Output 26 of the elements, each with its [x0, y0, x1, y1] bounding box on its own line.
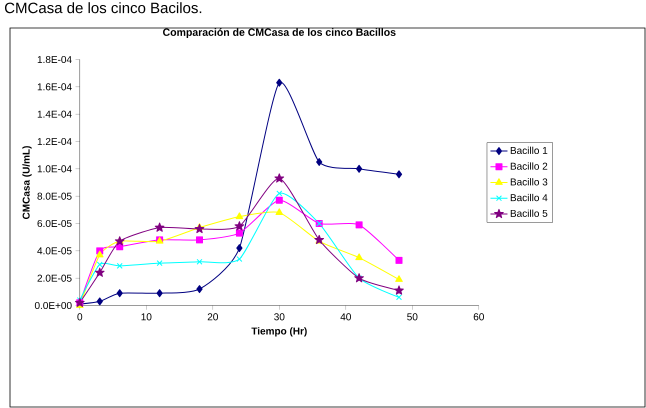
- y-tick-label: 0.0E+00: [34, 302, 72, 310]
- legend-label: Bacillo 3: [510, 178, 548, 186]
- legend-label: Bacillo 5: [510, 210, 548, 217]
- y-tick-label: 4.0E-05: [37, 247, 72, 254]
- x-tick-label: 0: [77, 313, 82, 320]
- y-tick-label: 6.0E-05: [38, 220, 72, 228]
- text: CMCasa de los cinco Bacilos.: [4, 2, 202, 14]
- x-tick-label: 60: [474, 313, 484, 320]
- x-tick-label: 20: [208, 313, 218, 320]
- y-tick-label: 1.0E-04: [38, 165, 72, 172]
- y-tick-label: 1.6E-04: [38, 83, 72, 90]
- x-tick-label: 10: [142, 313, 152, 320]
- legend-label: Bacillo 4: [510, 194, 548, 202]
- x-tick-label: 30: [274, 313, 284, 320]
- x-tick-label: 50: [407, 313, 418, 320]
- y-tick-label: 1.2E-04: [38, 138, 72, 146]
- chart-title: Comparación de CMCasa de los cinco Bacillos: [163, 28, 396, 38]
- x-tick-label: 40: [340, 313, 351, 320]
- y-tick-label: 8.0E-05: [37, 192, 72, 200]
- y-tick-label: 2.0E-05: [38, 274, 72, 282]
- y-tick-label: 1.4E-04: [38, 110, 72, 118]
- y-axis-title: CMCasa (U/mL): [22, 146, 32, 220]
- legend-label: Bacillo 2: [510, 162, 548, 170]
- y-tick-label: 1.8E-04: [38, 56, 72, 64]
- legend-label: Bacillo 1: [510, 146, 548, 154]
- x-axis-title: Tiempo (Hr): [251, 327, 307, 337]
